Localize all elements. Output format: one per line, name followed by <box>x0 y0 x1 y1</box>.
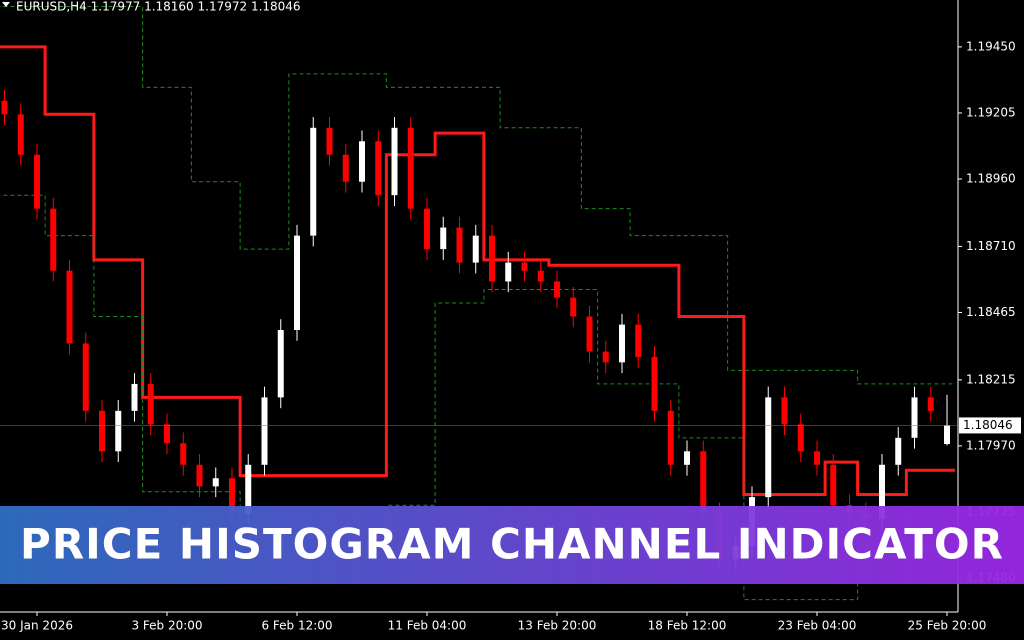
candle-body <box>229 478 235 514</box>
candle-body <box>895 437 902 465</box>
candle-body <box>17 114 24 155</box>
candle-body <box>1 100 8 115</box>
banner-title: PRICE HISTOGRAM CHANNEL INDICATOR <box>20 520 1004 569</box>
candle-body <box>489 235 495 282</box>
plot-area <box>0 5 956 601</box>
x-tick-label: 18 Feb 12:00 <box>648 619 727 633</box>
candle-body <box>196 464 203 487</box>
candle-body <box>797 424 804 452</box>
candle-body <box>440 227 447 250</box>
candle-body <box>294 235 300 330</box>
channel-band-line <box>0 5 956 385</box>
candle-body <box>830 464 837 506</box>
x-tick-label: 23 Feb 04:00 <box>778 619 857 633</box>
candle-body <box>326 127 333 155</box>
candle-body <box>115 410 122 452</box>
candle-body <box>521 262 528 271</box>
candle-body <box>245 464 252 514</box>
candle-body <box>375 141 382 196</box>
x-tick-label: 11 Feb 04:00 <box>388 619 467 633</box>
candle-body <box>99 410 105 452</box>
candle-body <box>554 281 560 298</box>
y-tick-label: 1.18465 <box>966 305 1016 319</box>
y-tick-label: 1.19205 <box>966 105 1016 119</box>
candle-body <box>570 297 577 317</box>
candle-body <box>359 141 365 182</box>
x-tick-label: 13 Feb 20:00 <box>518 619 597 633</box>
y-tick-label: 1.18710 <box>966 239 1016 253</box>
y-tick-label: 1.17970 <box>966 438 1016 452</box>
candle-body <box>765 397 772 498</box>
menu-icon <box>2 2 10 7</box>
candle-body <box>310 127 317 236</box>
candle-body <box>505 262 512 282</box>
channel-line <box>0 45 956 496</box>
candle-body <box>927 397 934 411</box>
candle-body <box>586 316 593 352</box>
candle-body <box>667 410 674 465</box>
candle-body <box>66 270 73 344</box>
candle-body <box>261 397 268 465</box>
last-price-box <box>959 417 1021 434</box>
chart-title: EURUSD,H4 1.17977 1.18160 1.17972 1.1804… <box>16 0 301 14</box>
candle-body <box>342 154 349 182</box>
candle-body <box>879 464 885 519</box>
x-tick-label: 25 Feb 20:00 <box>908 619 987 633</box>
candle-body <box>164 424 170 444</box>
candle-body <box>635 324 642 357</box>
candle-body <box>651 356 658 411</box>
x-tick-label: 30 Jan 2026 <box>1 619 73 633</box>
candle-body <box>82 343 89 411</box>
candle-body <box>391 127 398 196</box>
candle-body <box>147 383 154 425</box>
candle-body <box>180 443 187 465</box>
candle-body <box>700 451 707 514</box>
channel-band-line <box>0 194 956 601</box>
candle-body <box>407 127 414 209</box>
candle-body <box>602 351 609 363</box>
x-tick-label: 3 Feb 20:00 <box>131 619 202 633</box>
banner: PRICE HISTOGRAM CHANNEL INDICATOR <box>0 506 1024 584</box>
y-tick-label: 1.19450 <box>966 39 1016 53</box>
candle-body <box>131 383 138 411</box>
candle-body <box>944 425 950 445</box>
candle-body <box>684 451 690 465</box>
candle-body <box>814 451 820 465</box>
y-tick-label: 1.18215 <box>966 372 1016 386</box>
candle-body <box>50 208 57 271</box>
last-price-label: 1.18046 <box>963 418 1013 432</box>
candle-body <box>277 329 284 398</box>
candle-body <box>212 478 219 487</box>
candle-body <box>619 324 625 363</box>
candle-body <box>472 235 479 263</box>
candle-body <box>424 208 430 250</box>
candle-body <box>456 227 463 263</box>
candle-body <box>911 397 918 438</box>
candle-body <box>537 270 544 282</box>
candle-body <box>781 397 788 425</box>
y-tick-label: 1.18960 <box>966 172 1016 186</box>
banner-background <box>0 506 1024 584</box>
candle-body <box>34 154 40 209</box>
x-tick-label: 6 Feb 12:00 <box>261 619 332 633</box>
